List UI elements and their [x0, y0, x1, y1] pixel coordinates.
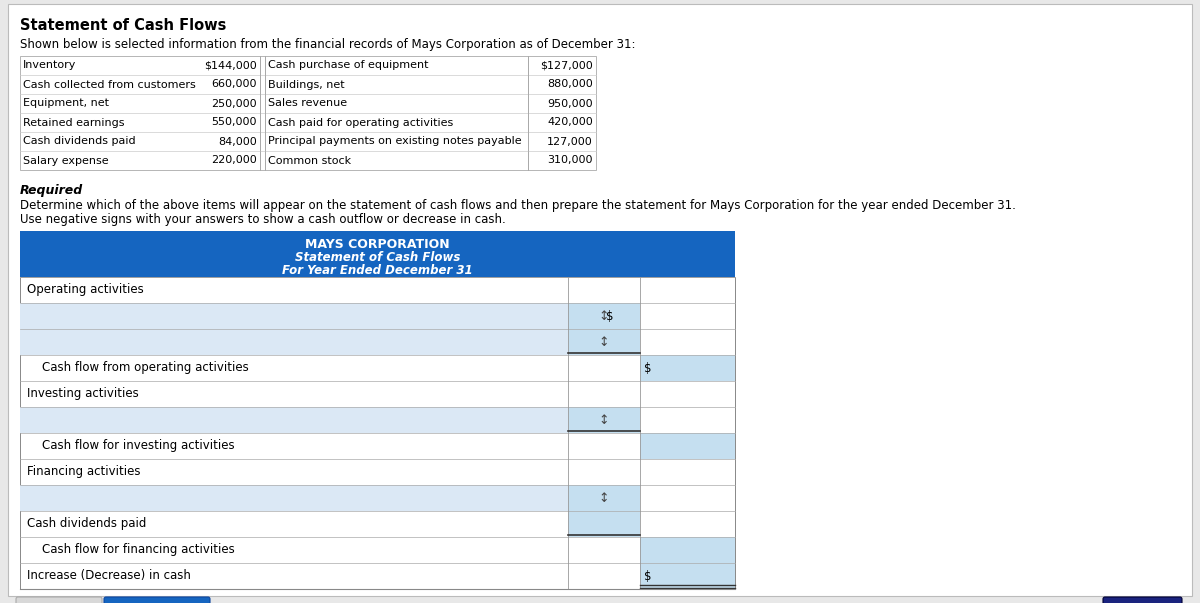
Text: 950,000: 950,000 — [547, 98, 593, 109]
Text: Cash flow for investing activities: Cash flow for investing activities — [28, 440, 235, 452]
Text: $: $ — [644, 362, 652, 374]
FancyBboxPatch shape — [640, 563, 734, 589]
FancyBboxPatch shape — [640, 537, 734, 563]
Text: MAYS CORPORATION: MAYS CORPORATION — [305, 238, 450, 251]
FancyBboxPatch shape — [16, 597, 102, 603]
Text: $: $ — [606, 309, 613, 323]
FancyBboxPatch shape — [640, 433, 734, 459]
FancyBboxPatch shape — [640, 355, 734, 381]
Text: $127,000: $127,000 — [540, 60, 593, 71]
Text: Buildings, net: Buildings, net — [268, 80, 344, 89]
Text: Financing activities: Financing activities — [28, 466, 140, 479]
FancyBboxPatch shape — [8, 4, 1192, 596]
Text: For Year Ended December 31: For Year Ended December 31 — [282, 264, 473, 277]
Text: Cash collected from customers: Cash collected from customers — [23, 80, 196, 89]
Text: ↕: ↕ — [598, 414, 608, 426]
Text: Determine which of the above items will appear on the statement of cash flows an: Determine which of the above items will … — [20, 199, 1016, 212]
Text: 310,000: 310,000 — [547, 156, 593, 165]
Text: 127,000: 127,000 — [547, 136, 593, 147]
Text: Equipment, net: Equipment, net — [23, 98, 109, 109]
FancyBboxPatch shape — [20, 485, 568, 511]
FancyBboxPatch shape — [20, 303, 568, 329]
Text: ↕: ↕ — [598, 309, 608, 323]
Text: 220,000: 220,000 — [211, 156, 257, 165]
Text: Salary expense: Salary expense — [23, 156, 109, 165]
Text: Principal payments on existing notes payable: Principal payments on existing notes pay… — [268, 136, 522, 147]
Text: $144,000: $144,000 — [204, 60, 257, 71]
Text: 880,000: 880,000 — [547, 80, 593, 89]
Text: Sales revenue: Sales revenue — [268, 98, 347, 109]
FancyBboxPatch shape — [1103, 597, 1182, 603]
Text: Cash flow from operating activities: Cash flow from operating activities — [28, 362, 248, 374]
FancyBboxPatch shape — [104, 597, 210, 603]
Text: ↕: ↕ — [598, 335, 608, 349]
Text: Operating activities: Operating activities — [28, 283, 144, 297]
Text: Retained earnings: Retained earnings — [23, 118, 125, 127]
Text: Cash dividends paid: Cash dividends paid — [28, 517, 146, 531]
Text: 660,000: 660,000 — [211, 80, 257, 89]
Text: Shown below is selected information from the financial records of Mays Corporati: Shown below is selected information from… — [20, 38, 636, 51]
Text: $: $ — [644, 569, 652, 582]
Text: Required: Required — [20, 184, 83, 197]
Text: Cash flow for financing activities: Cash flow for financing activities — [28, 543, 235, 557]
FancyBboxPatch shape — [568, 485, 640, 511]
Text: Statement of Cash Flows: Statement of Cash Flows — [295, 251, 460, 264]
Text: Investing activities: Investing activities — [28, 388, 139, 400]
Text: 84,000: 84,000 — [218, 136, 257, 147]
Text: Increase (Decrease) in cash: Increase (Decrease) in cash — [28, 569, 191, 582]
FancyBboxPatch shape — [568, 329, 640, 355]
FancyBboxPatch shape — [568, 407, 640, 433]
Text: 550,000: 550,000 — [211, 118, 257, 127]
FancyBboxPatch shape — [20, 231, 734, 277]
Text: 250,000: 250,000 — [211, 98, 257, 109]
Text: Statement of Cash Flows: Statement of Cash Flows — [20, 18, 227, 33]
Text: Common stock: Common stock — [268, 156, 352, 165]
FancyBboxPatch shape — [20, 56, 596, 170]
FancyBboxPatch shape — [20, 277, 734, 589]
FancyBboxPatch shape — [568, 511, 640, 537]
Text: Cash paid for operating activities: Cash paid for operating activities — [268, 118, 454, 127]
Text: 420,000: 420,000 — [547, 118, 593, 127]
Text: ↕: ↕ — [598, 491, 608, 505]
Text: Cash dividends paid: Cash dividends paid — [23, 136, 136, 147]
Text: Use negative signs with your answers to show a cash outflow or decrease in cash.: Use negative signs with your answers to … — [20, 213, 505, 226]
FancyBboxPatch shape — [568, 303, 640, 329]
FancyBboxPatch shape — [20, 407, 568, 433]
FancyBboxPatch shape — [20, 329, 568, 355]
Text: Cash purchase of equipment: Cash purchase of equipment — [268, 60, 428, 71]
Text: Inventory: Inventory — [23, 60, 77, 71]
